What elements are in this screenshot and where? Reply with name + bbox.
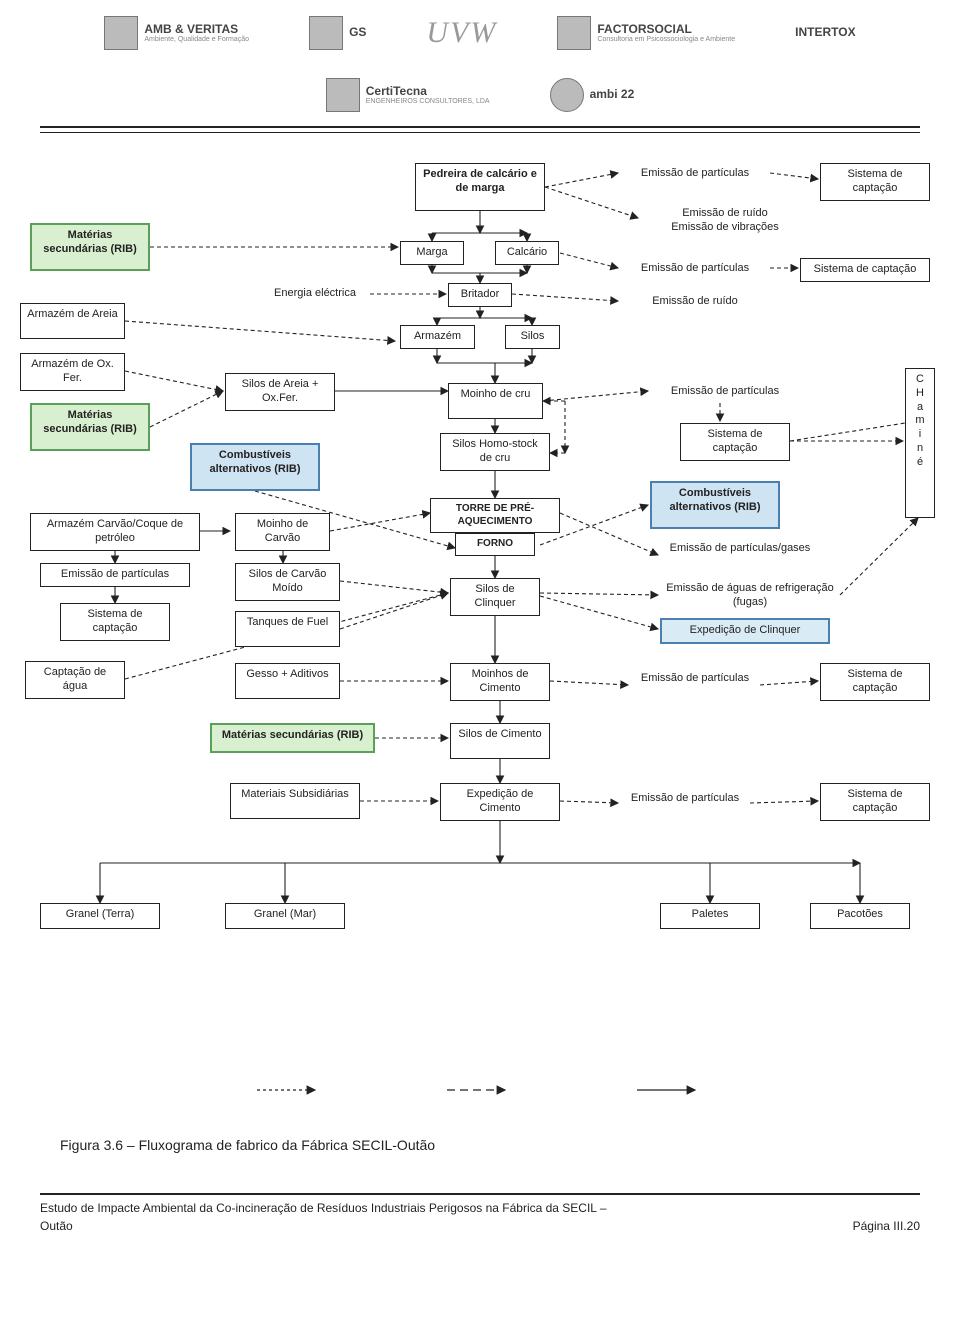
node-comb_alt: Combustíveis alternativos (RIB) xyxy=(190,443,320,491)
node-silos_clinquer: Silos de Clinquer xyxy=(450,578,540,616)
legend-arrows xyxy=(0,1063,960,1097)
flowchart-canvas: Pedreira de calcário e de marga Marga Calc… xyxy=(0,163,960,1063)
node-silos: Silos xyxy=(505,325,560,349)
node-mat2: Matérias secundárias (RIB) xyxy=(30,403,150,451)
figure-caption: Figura 3.6 – Fluxograma de fabrico da Fá… xyxy=(0,1097,960,1153)
node-britador: Britador xyxy=(448,283,512,307)
node-armazem: Armazém xyxy=(400,325,475,349)
logo-certitecna: CertiTecnaENGENHEIROS CONSULTORES, LDA xyxy=(326,78,490,112)
node-arm_areia: Armazém de Areia xyxy=(20,303,125,339)
node-emiss_part_t2: Emissão de partículas xyxy=(620,258,770,280)
node-sist_cap_l: Sistema de captação xyxy=(60,603,170,641)
node-moinho_cru: Moinho de cru xyxy=(448,383,543,419)
logo-ambi22: ambi 22 xyxy=(550,78,635,112)
node-silos_areia: Silos de Areia + Ox.Fer. xyxy=(225,373,335,411)
logo-intertox: INTERTOX xyxy=(795,16,855,50)
node-torre: TORRE DE PRÉ-AQUECIMENTO xyxy=(430,498,560,533)
node-comb_alt_r: Combustíveis alternativos (RIB) xyxy=(650,481,780,529)
node-granel_m: Granel (Mar) xyxy=(225,903,345,929)
node-calcario: Calcário xyxy=(495,241,559,265)
node-ee: Energia eléctrica xyxy=(260,283,370,305)
node-granel_t: Granel (Terra) xyxy=(40,903,160,929)
node-mat_sub: Materiais Subsidiárias xyxy=(230,783,360,819)
logo-row: AMB & VERITASAmbiente, Qualidade e Forma… xyxy=(40,16,920,128)
node-mat3: Matérias secundárias (RIB) xyxy=(210,723,375,753)
node-emiss_aguas: Emissão de águas de refrigeração (fugas) xyxy=(660,578,840,614)
node-emiss_ruido_vib: Emissão de ruídoEmissão de vibrações xyxy=(640,203,810,239)
node-pacotoes: Pacotões xyxy=(810,903,910,929)
node-emiss_part_b: Emissão de partículas xyxy=(620,788,750,822)
node-exp_cim: Expedição de Cimento xyxy=(440,783,560,821)
node-sist_cap_b: Sistema de captação xyxy=(820,783,930,821)
node-emiss_part_t1: Emissão de partículas xyxy=(620,163,770,185)
node-moinhos_cim: Moinhos de Cimento xyxy=(450,663,550,701)
node-forno: FORNO xyxy=(455,533,535,556)
node-emiss_ruido2: Emissão de ruído xyxy=(620,291,770,313)
node-chamine: CHaminé xyxy=(905,368,935,518)
node-moinho_carvao: Moinho de Carvão xyxy=(235,513,330,551)
logo-gs: GS xyxy=(309,16,366,50)
logo-amb: AMB & VERITASAmbiente, Qualidade e Forma… xyxy=(104,16,249,50)
node-pedreira: Pedreira de calcário e de marga xyxy=(415,163,545,211)
node-exp_clinquer: Expedição de Clinquer xyxy=(660,618,830,644)
node-arm_ox: Armazém de Ox. Fer. xyxy=(20,353,125,391)
node-mat1: Matérias secundárias (RIB) xyxy=(30,223,150,271)
node-sist_cap_t2: Sistema de captação xyxy=(800,258,930,282)
node-silos_carvao: Silos de Carvão Moído xyxy=(235,563,340,601)
node-silos_homo: Silos Homo-stock de cru xyxy=(440,433,550,471)
node-gesso: Gesso + Aditivos xyxy=(235,663,340,699)
node-silos_cim: Silos de Cimento xyxy=(450,723,550,759)
node-paletes: Paletes xyxy=(660,903,760,929)
node-emiss_pg: Emissão de partículas/gases xyxy=(660,538,820,572)
node-emiss_part_r1: Emissão de partículas xyxy=(650,381,800,403)
node-tanques: Tanques de Fuel xyxy=(235,611,340,647)
node-emiss_part_l: Emissão de partículas xyxy=(40,563,190,587)
node-sist_cap_t1: Sistema de captação xyxy=(820,163,930,201)
node-marga: Marga xyxy=(400,241,464,265)
node-capt_agua: Captação de água xyxy=(25,661,125,699)
logo-uvw: UVW xyxy=(426,16,497,50)
node-sist_cap_r2: Sistema de captação xyxy=(820,663,930,701)
node-sist_cap_r1: Sistema de captação xyxy=(680,423,790,461)
page-footer: Estudo de Impacte Ambiental da Co-incine… xyxy=(0,1153,960,1243)
node-arm_carvao: Armazém Carvão/Coque de petróleo xyxy=(30,513,200,551)
logo-factorsocial: FACTORSOCIALConsultoria em Psicossociolo… xyxy=(557,16,735,50)
node-emiss_part_r2: Emissão de partículas xyxy=(630,668,760,702)
